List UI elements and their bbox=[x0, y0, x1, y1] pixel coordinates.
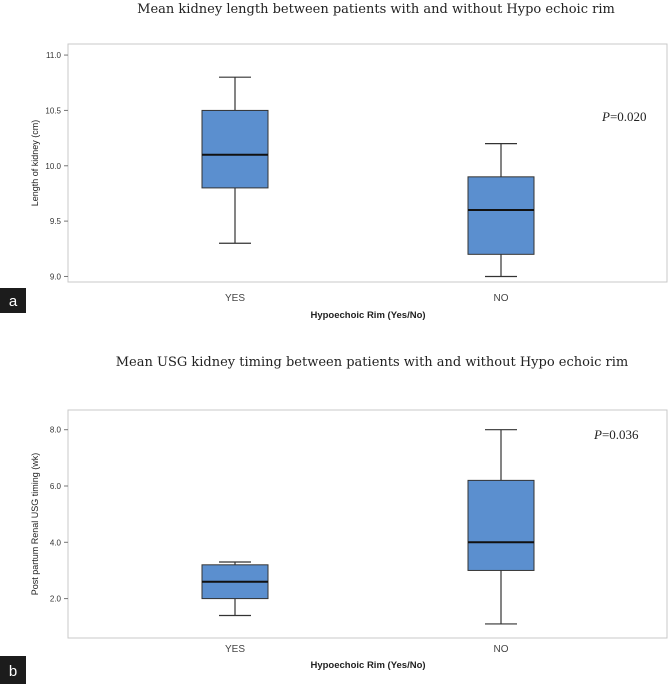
y-ticks: 2.0 4.0 6.0 8.0 bbox=[50, 426, 68, 604]
iqr-box bbox=[467, 479, 535, 571]
panel-label-badge bbox=[0, 288, 26, 313]
category-label-yes: YES bbox=[225, 293, 245, 304]
y-tick-label: 10.0 bbox=[45, 162, 61, 171]
y-tick-label: 8.0 bbox=[50, 426, 62, 435]
plot-frame bbox=[67, 43, 668, 283]
panel-b: Mean USG kidney timing between patients … bbox=[0, 355, 668, 684]
y-tick-label: 2.0 bbox=[50, 595, 62, 604]
y-tick-label: 9.5 bbox=[50, 217, 62, 226]
box-yes bbox=[201, 76, 269, 244]
p-value: P=0.020 bbox=[601, 109, 647, 124]
panel-label-badge bbox=[0, 656, 26, 684]
box-no bbox=[467, 429, 535, 625]
chart-title: Mean USG kidney timing between patients … bbox=[116, 355, 628, 370]
box-no bbox=[467, 143, 535, 278]
x-axis-label: Hypoechoic Rim (Yes/No) bbox=[310, 660, 425, 671]
category-label-no: NO bbox=[494, 644, 509, 655]
y-tick-label: 6.0 bbox=[50, 482, 62, 491]
y-axis-label: Post partum Renal USG timing (wk) bbox=[30, 453, 40, 596]
panel-label: a bbox=[9, 293, 18, 310]
boxes bbox=[201, 429, 535, 625]
p-value: P=0.036 bbox=[593, 427, 639, 442]
y-tick-label: 11.0 bbox=[46, 51, 62, 60]
x-axis-label: Hypoechoic Rim (Yes/No) bbox=[310, 310, 425, 321]
category-label-no: NO bbox=[494, 293, 509, 304]
y-ticks: 9.0 9.5 10.0 10.5 11.0 bbox=[45, 51, 68, 281]
y-tick-label: 10.5 bbox=[45, 106, 61, 115]
iqr-box bbox=[201, 109, 269, 189]
chart-title: Mean kidney length between patients with… bbox=[137, 2, 615, 17]
category-label-yes: YES bbox=[225, 644, 245, 655]
plot-frame bbox=[67, 409, 668, 639]
panel-a: Mean kidney length between patients with… bbox=[0, 2, 668, 321]
y-axis-label: Length of kidney (cm) bbox=[30, 120, 40, 207]
boxes bbox=[201, 76, 535, 278]
panel-label: b bbox=[9, 663, 17, 680]
box-yes bbox=[201, 561, 269, 617]
y-tick-label: 4.0 bbox=[50, 538, 62, 547]
iqr-box bbox=[467, 176, 535, 255]
y-tick-label: 9.0 bbox=[50, 272, 62, 281]
